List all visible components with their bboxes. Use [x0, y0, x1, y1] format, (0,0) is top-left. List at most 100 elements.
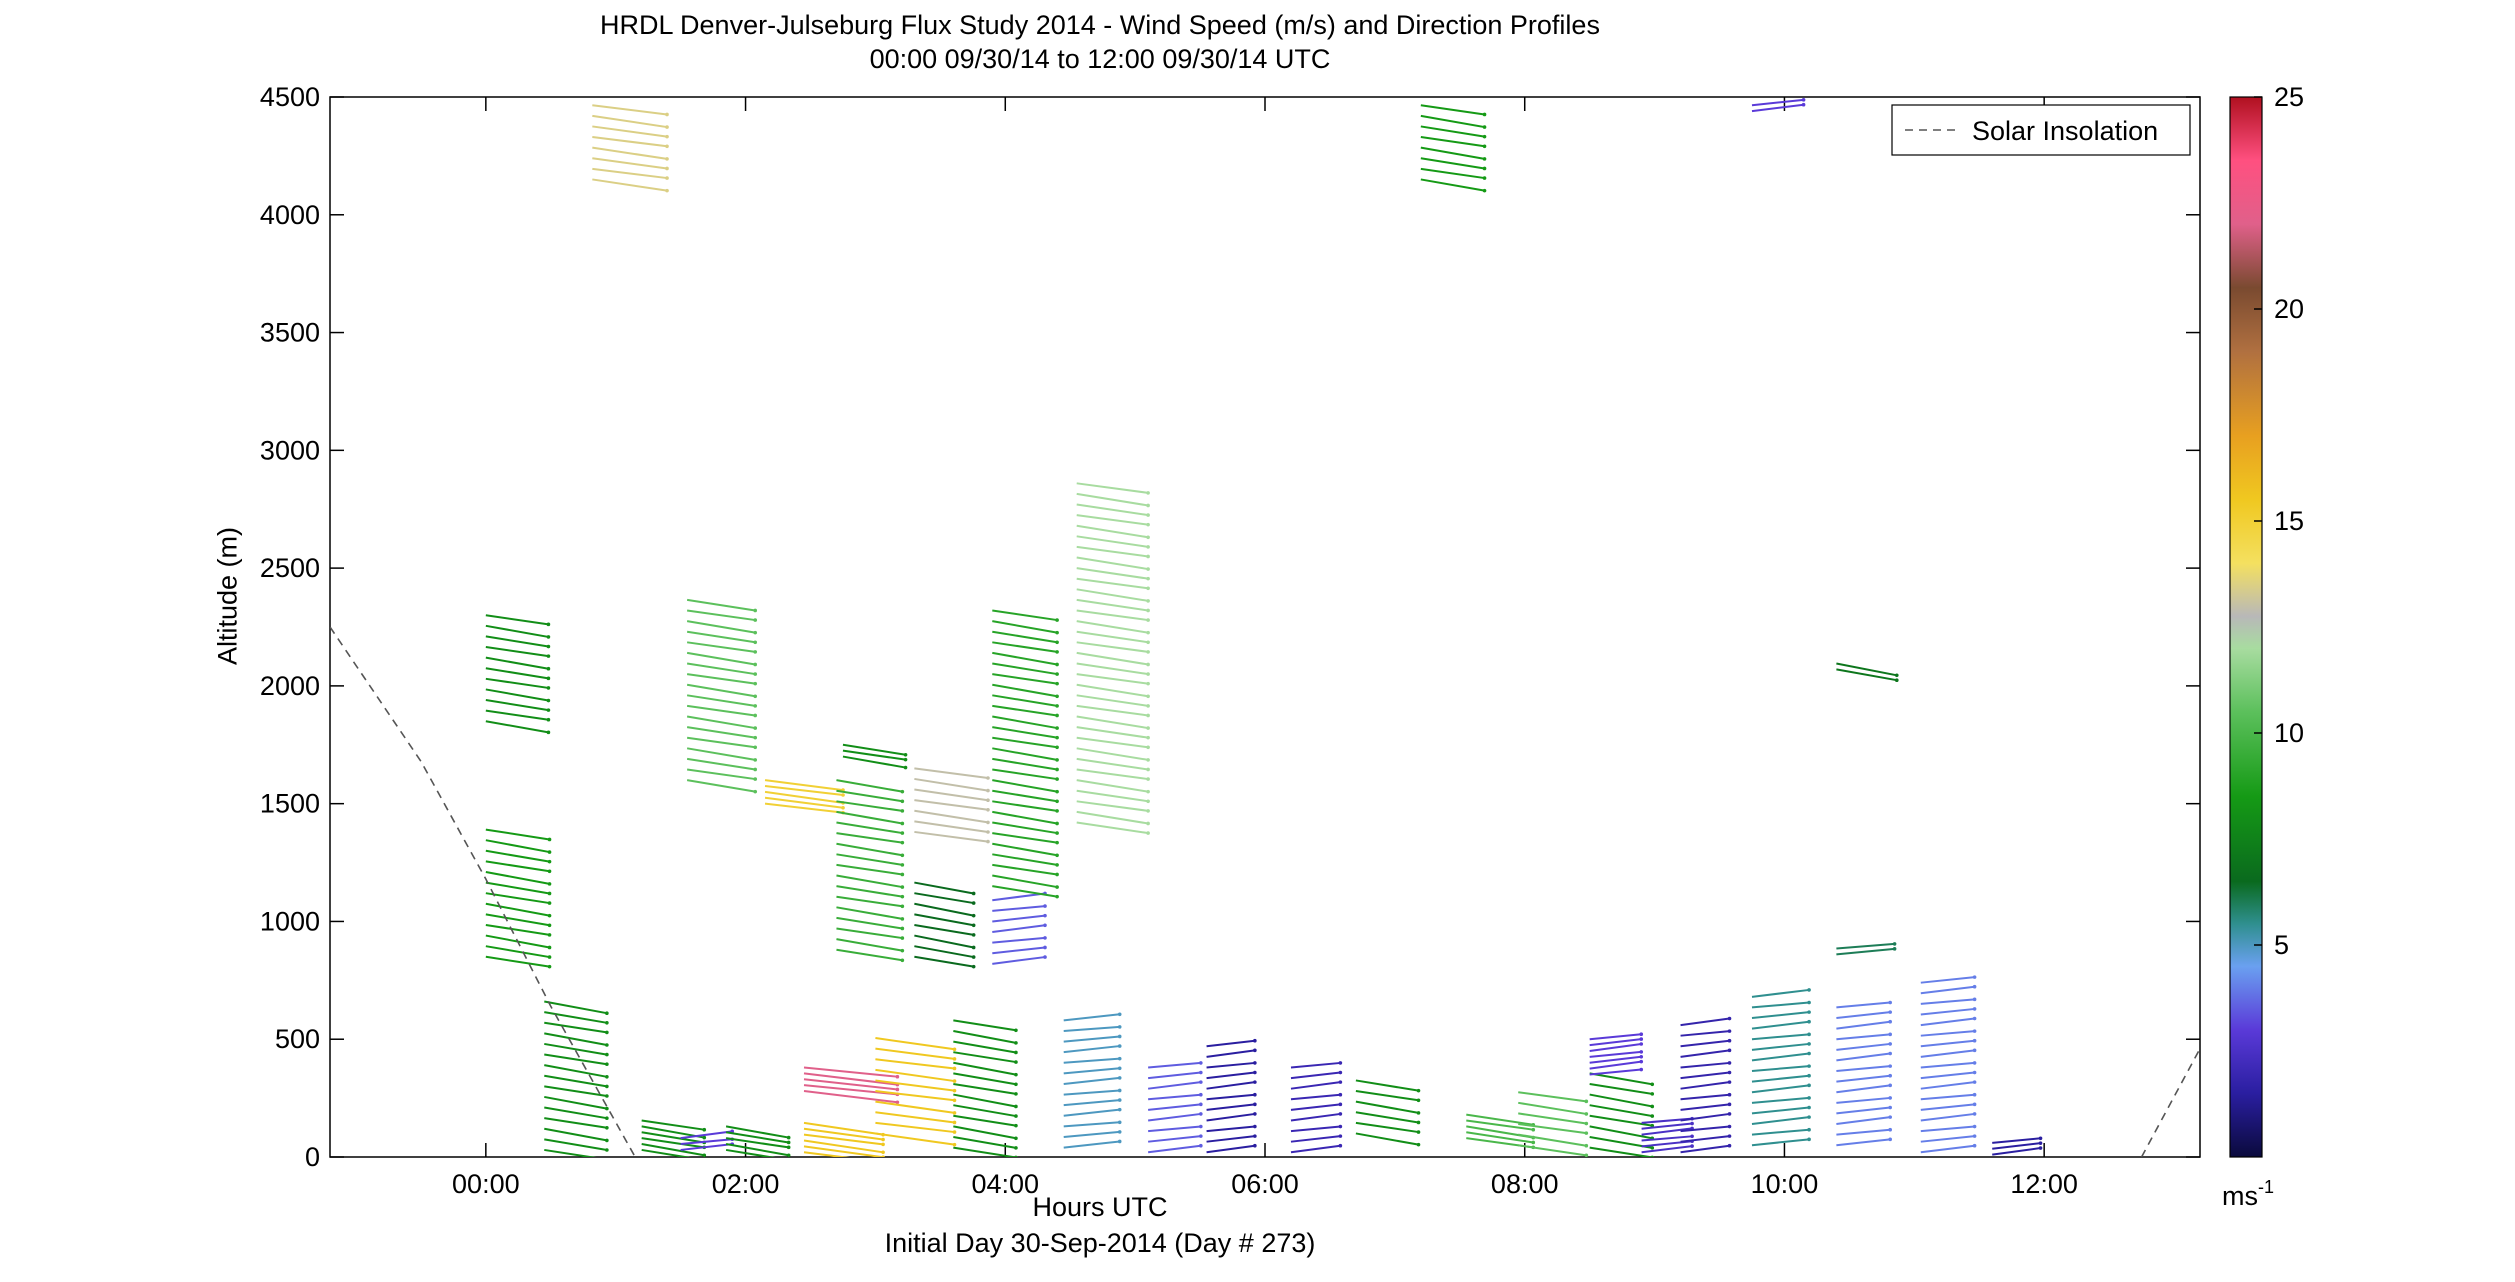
wind-barb-tip	[1055, 726, 1059, 730]
wind-barb	[875, 1100, 955, 1114]
wind-barb	[992, 842, 1058, 857]
wind-barb	[992, 885, 1058, 898]
wind-barb-tip	[547, 923, 552, 928]
wind-barb-tip	[1888, 1083, 1892, 1088]
wind-barb-tip	[1807, 1073, 1811, 1078]
wind-barb-tip	[1531, 1127, 1536, 1132]
wind-barb	[485, 667, 549, 680]
wind-barb	[1076, 821, 1149, 835]
wind-barb-tip	[1972, 975, 1977, 979]
wind-barb	[1751, 1106, 1810, 1115]
wind-barb	[1641, 1135, 1693, 1142]
wind-barb-tip	[971, 901, 976, 905]
wind-barb-tip	[900, 821, 905, 826]
wind-barb	[1076, 800, 1149, 812]
wind-barb-tip	[1014, 1136, 1018, 1141]
wind-barb	[992, 641, 1058, 653]
wind-barb-tip	[1146, 650, 1150, 654]
wind-barb	[1751, 1074, 1810, 1083]
wind-barb-tip	[546, 622, 551, 627]
wind-barb	[1076, 630, 1149, 644]
wind-barb	[992, 863, 1058, 876]
wind-barb-tip	[986, 839, 990, 844]
wind-barb	[544, 1021, 608, 1034]
x-tick-label: 06:00	[1231, 1169, 1299, 1199]
wind-barb-tip	[547, 913, 552, 918]
wind-barb	[1920, 1039, 1975, 1048]
wind-barb-tip	[1146, 522, 1150, 527]
wind-barb	[1680, 1125, 1730, 1133]
wind-barb-tip	[1199, 1112, 1203, 1116]
wind-barb-tip	[1055, 885, 1059, 889]
wind-barb	[992, 800, 1058, 812]
wind-barb	[1076, 673, 1149, 685]
wind-barb-tip	[971, 923, 976, 928]
wind-barb-tip	[1727, 1061, 1732, 1065]
wind-barb-tip	[1807, 1042, 1811, 1046]
wind-barb	[992, 651, 1058, 666]
wind-barb-tip	[1146, 799, 1150, 804]
wind-barb	[641, 1143, 705, 1157]
wind-barb-tip	[1055, 650, 1059, 654]
wind-barb	[1076, 514, 1149, 526]
wind-barb-tip	[1650, 1092, 1655, 1096]
wind-barb	[992, 821, 1058, 835]
wind-barb	[1836, 1084, 1891, 1094]
wind-barb	[836, 853, 903, 866]
wind-barb-tip	[1253, 1080, 1257, 1084]
wind-barb	[1420, 157, 1485, 170]
wind-barb-tip	[753, 672, 758, 676]
wind-barb	[592, 114, 668, 129]
wind-barb-tip	[1253, 1092, 1257, 1097]
wind-barb	[803, 1151, 851, 1157]
wind-barb-tip	[1801, 98, 1806, 102]
solar-insolation-line	[330, 626, 636, 1157]
wind-barb-tip	[605, 1030, 609, 1035]
wind-barb-tip	[1482, 166, 1487, 171]
wind-barb-tip	[1043, 913, 1047, 918]
wind-barb-tip	[1416, 1098, 1421, 1103]
wind-barb	[836, 810, 903, 825]
wind-barb-tip	[1117, 1107, 1122, 1112]
wind-barb-tip	[1043, 936, 1047, 940]
wind-barb	[686, 683, 756, 698]
wind-barb	[1076, 609, 1149, 622]
wind-barb	[953, 1040, 1017, 1054]
wind-barb	[686, 609, 756, 622]
wind-barb	[803, 1072, 898, 1086]
wind-barb-tip	[1043, 923, 1047, 928]
wind-barb-tip	[753, 745, 758, 750]
wind-barb-tip	[952, 1079, 957, 1083]
wind-barb	[1076, 620, 1149, 634]
wind-barb	[725, 1137, 789, 1149]
wind-barb	[725, 1148, 776, 1157]
wind-barb-tip	[1055, 894, 1059, 899]
wind-barb-tip	[1253, 1134, 1257, 1138]
wind-barb-tip	[903, 765, 908, 770]
wind-barb-tip	[1894, 678, 1899, 682]
wind-barb-tip	[753, 789, 758, 794]
wind-barb-tip	[546, 686, 551, 690]
wind-barb	[836, 874, 903, 889]
wind-barb-tip	[1055, 777, 1059, 781]
wind-barb-tip	[1584, 1153, 1589, 1157]
wind-barb	[686, 715, 756, 730]
chart-footer: Initial Day 30-Sep-2014 (Day # 273)	[884, 1228, 1316, 1258]
wind-barb-tip	[1146, 704, 1150, 708]
wind-barb	[1589, 1050, 1642, 1058]
wind-barb-tip	[786, 1145, 791, 1150]
wind-barb	[1680, 1030, 1730, 1037]
wind-barb	[1076, 535, 1149, 548]
wind-barb-tip	[1482, 176, 1487, 180]
wind-barb-tip	[1338, 1092, 1343, 1097]
wind-barb	[592, 136, 668, 148]
wind-barb-tip	[2038, 1141, 2043, 1145]
wind-barb-tip	[1531, 1140, 1536, 1145]
wind-barb-tip	[1055, 672, 1059, 676]
wind-barb	[1751, 988, 1810, 998]
wind-barb-tip	[753, 630, 758, 635]
wind-barb-tip	[1888, 1115, 1892, 1119]
wind-barb-tip	[753, 640, 758, 645]
wind-barb-tip	[1338, 1102, 1343, 1107]
wind-barb	[875, 1068, 955, 1083]
